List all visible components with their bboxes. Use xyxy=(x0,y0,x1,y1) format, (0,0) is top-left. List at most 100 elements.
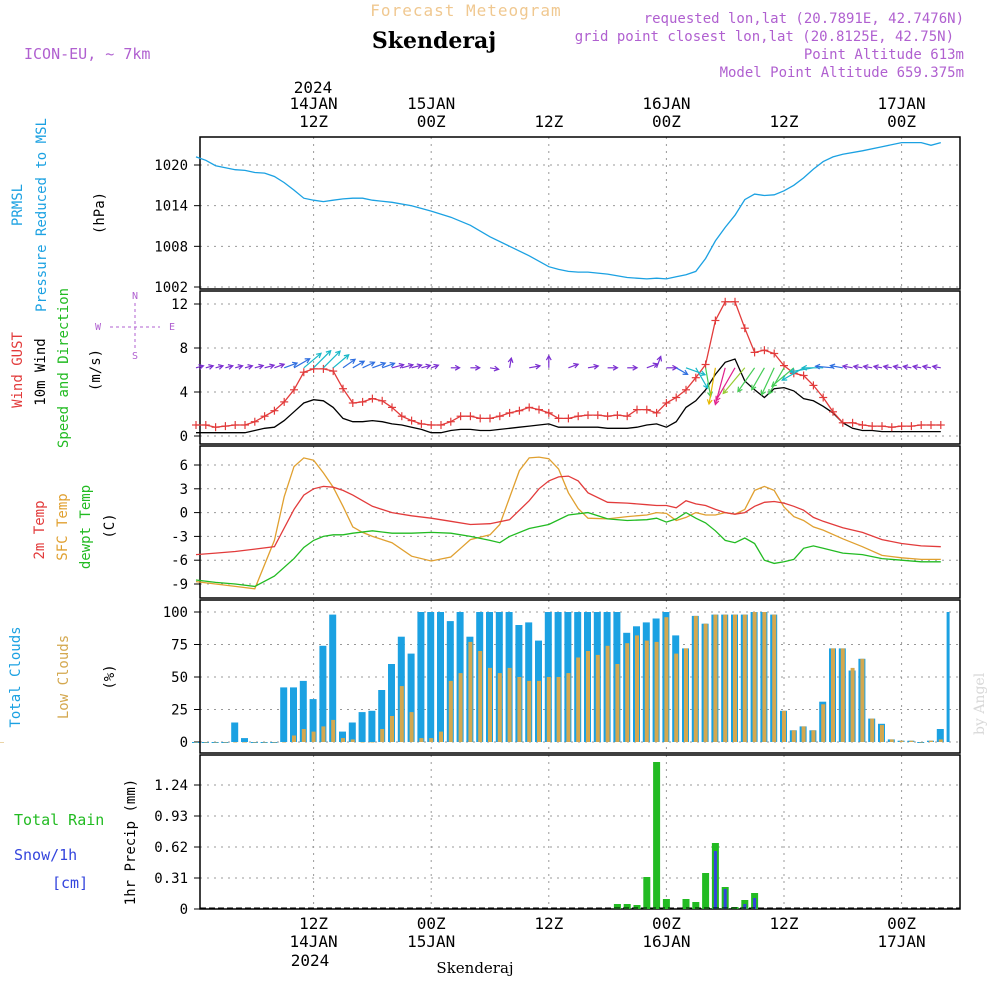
wind-arrow-head xyxy=(911,364,919,370)
wind-gust-marker xyxy=(662,399,671,407)
wind-gust-marker xyxy=(750,348,759,357)
wind-ytick-label: 0 xyxy=(180,429,188,445)
wind-arrow-head xyxy=(892,364,899,370)
low-cloud-bar xyxy=(458,673,463,742)
wind-arrow-head xyxy=(258,363,265,370)
wind-arrow-head xyxy=(416,363,423,369)
wind-arrow-shaft xyxy=(768,367,785,395)
wind-arrow-shaft xyxy=(274,363,285,369)
wind-gust-marker xyxy=(613,411,622,420)
wind-arrow-shaft xyxy=(225,365,233,369)
time-tick-bottom-date: 17JAN xyxy=(878,932,926,951)
low-cloud-bar xyxy=(341,738,345,742)
precip-snow-unit: [cm] xyxy=(52,874,88,892)
wind-ylabel-gust: Wind GUST xyxy=(10,332,26,408)
wind-arrow-head xyxy=(198,364,205,370)
wind-arrow-head xyxy=(862,364,869,370)
total-cloud-bar xyxy=(299,680,307,742)
wind-arrow-shaft xyxy=(893,365,902,369)
time-tick-top-date: 14JAN xyxy=(290,94,338,113)
wind-gust-marker xyxy=(731,297,739,306)
precip-ytick-label: 0.31 xyxy=(154,871,188,887)
wind-arrow-shaft xyxy=(771,367,795,387)
wind-direction-arrow xyxy=(313,349,332,369)
wind-arrow-head xyxy=(703,383,709,390)
wind-arrow-shaft xyxy=(883,365,892,369)
wind-gust-marker xyxy=(623,412,632,421)
wind-arrow-shaft xyxy=(372,362,386,369)
low-cloud-bar xyxy=(733,614,737,742)
wind-ytick-label: 4 xyxy=(180,385,188,401)
clouds-ytick-label: 75 xyxy=(171,638,188,654)
wind-direction-arrow xyxy=(430,363,440,370)
snow-bar xyxy=(723,889,727,909)
pressure-ytick-label: 1014 xyxy=(154,199,188,215)
wind-arrow-head xyxy=(737,386,743,393)
wind-arrow-shaft xyxy=(391,364,404,369)
wind-gust-marker xyxy=(407,416,416,425)
wind-direction-arrow xyxy=(656,355,663,369)
wind-arrow-shaft xyxy=(863,365,873,369)
model-label: ICON-EU, ~ 7km xyxy=(24,45,150,63)
wind-arrow-head xyxy=(829,363,836,370)
low-cloud-bar xyxy=(752,612,757,742)
time-tick-top-date: 16JAN xyxy=(642,94,690,113)
wind-direction-arrow xyxy=(829,363,843,370)
low-cloud-bar xyxy=(919,742,924,743)
wind-frame xyxy=(199,290,961,445)
wind-arrow-head xyxy=(380,361,387,368)
low-cloud-bar xyxy=(713,614,718,742)
wind-gust-marker xyxy=(250,417,259,426)
wind-arrow-shaft xyxy=(411,364,422,369)
rain-bar xyxy=(633,905,641,909)
wind-arrow-head xyxy=(425,363,432,370)
low-cloud-bar xyxy=(439,731,443,742)
wind-direction-arrow xyxy=(788,367,814,375)
wind-direction-arrow xyxy=(507,356,514,368)
wind-direction-arrow xyxy=(264,363,276,370)
wind-arrow-shaft xyxy=(293,358,310,369)
low-cloud-bar xyxy=(566,673,571,742)
wind-direction-arrow xyxy=(715,367,736,402)
wind-direction-arrow xyxy=(293,358,311,369)
wind-arrow-shaft xyxy=(322,350,341,369)
wind-direction-arrow xyxy=(768,367,785,396)
temperature-ytick-label: 0 xyxy=(180,506,188,522)
wind-arrow-head xyxy=(269,363,276,370)
wind-arrow-shaft xyxy=(401,364,414,369)
wind-direction-arrow xyxy=(274,362,286,369)
wind-arrow-shaft xyxy=(235,365,243,369)
low-cloud-bar xyxy=(262,742,267,743)
rain-bar xyxy=(682,899,690,909)
time-tick-bottom-hour: 12Z xyxy=(299,914,328,933)
low-cloud-bar xyxy=(654,641,659,742)
clouds-ylabel-low: Low Clouds xyxy=(56,635,72,719)
wind-direction-arrow xyxy=(801,364,824,371)
time-tick-bottom-date: 16JAN xyxy=(642,932,690,951)
wind-direction-arrow xyxy=(411,363,423,369)
rain-bar xyxy=(613,904,621,909)
precip-rain-label: Total Rain xyxy=(14,811,104,829)
low-cloud-bar xyxy=(429,738,434,742)
wind-direction-arrow xyxy=(391,362,405,369)
temp-dewpt-line xyxy=(195,511,941,588)
low-cloud-bar xyxy=(723,614,728,742)
low-cloud-bar xyxy=(497,673,502,742)
wind-arrow-shaft xyxy=(342,358,356,369)
wind-direction-arrow xyxy=(205,364,215,370)
time-tick-top-hour: 00Z xyxy=(652,112,681,131)
wind-arrow-head xyxy=(713,399,720,406)
wind-arrow-head xyxy=(493,365,500,372)
time-tick-top-hour: 00Z xyxy=(417,112,446,131)
wind-direction-arrow xyxy=(254,363,265,370)
wind-gust-marker xyxy=(201,421,210,429)
wind-arrow-head xyxy=(931,364,938,370)
wind-arrow-shaft xyxy=(737,367,756,392)
wind-arrow-head xyxy=(475,364,481,371)
total-cloud-bar xyxy=(358,712,366,742)
wind-arrow-head xyxy=(237,364,244,370)
low-cloud-bar xyxy=(507,667,512,742)
wind-direction-arrow xyxy=(421,363,432,370)
wind-direction-arrow xyxy=(646,362,659,369)
rain-bar xyxy=(662,899,670,909)
